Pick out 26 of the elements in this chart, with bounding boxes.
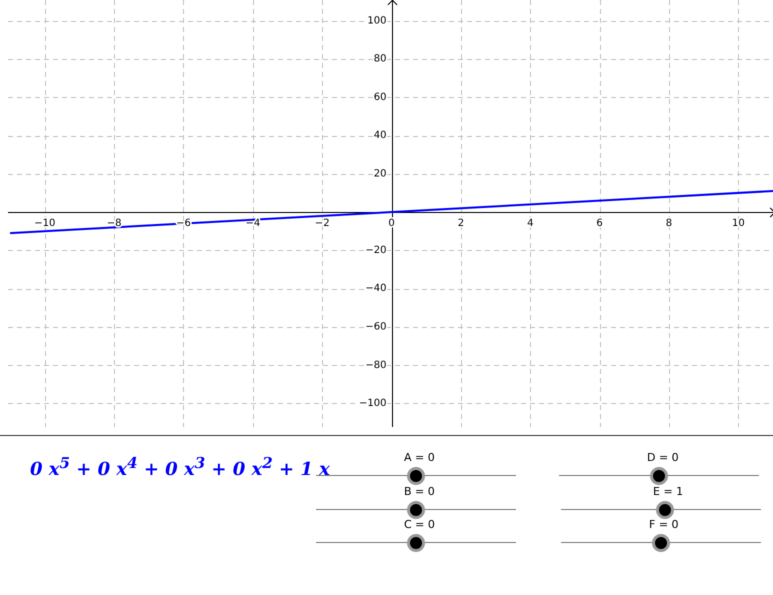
- x-tick-label: −8: [106, 218, 122, 230]
- text: A = 0: [404, 451, 435, 464]
- y-tick-label: −80: [365, 360, 386, 371]
- y-tick-label: −40: [365, 283, 386, 294]
- text: F = 0: [649, 518, 679, 531]
- text: B = 0: [404, 485, 435, 498]
- x-tick-label: 8: [666, 218, 672, 230]
- x-tick-label: 6: [596, 218, 603, 230]
- y-tick-label: 20: [374, 168, 386, 180]
- x-tick-label: −10: [34, 218, 56, 230]
- y-tick-label: −20: [365, 244, 386, 256]
- y-tick-label: −60: [365, 321, 386, 332]
- y-tick-label: 80: [374, 54, 386, 65]
- y-tick-label: 40: [374, 130, 386, 142]
- x-tick-label: 4: [527, 218, 534, 230]
- x-tick-label: −4: [245, 218, 260, 230]
- x-tick-label: 10: [732, 218, 745, 230]
- y-tick-label: 100: [367, 15, 386, 26]
- y-tick-label: −100: [359, 398, 386, 410]
- text: D = 0: [647, 451, 679, 464]
- text: E = 1: [653, 485, 684, 498]
- x-tick-label: 2: [458, 218, 464, 230]
- x-tick-label: −2: [314, 218, 330, 230]
- text: C = 0: [404, 518, 435, 531]
- y-tick-label: 60: [374, 92, 386, 103]
- text: 0 x$^{5}$ + 0 x$^{4}$ + 0 x$^{3}$ + 0 x$^{2}$ + 1 x: [30, 454, 330, 480]
